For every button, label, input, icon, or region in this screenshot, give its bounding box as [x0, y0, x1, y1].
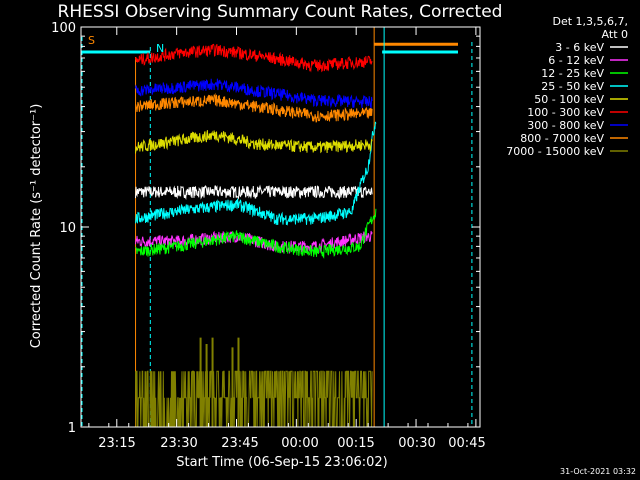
- series-line-8: [135, 92, 373, 123]
- x-tick-label-2330: 23:30: [160, 436, 197, 451]
- series-line-5: [135, 130, 373, 154]
- y-axis-label: Corrected Count Rate (s⁻¹ detector⁻¹): [29, 104, 44, 349]
- legend-label-1: 3 - 6 keV: [555, 41, 604, 54]
- x-tick-label-0030: 00:30: [398, 436, 435, 451]
- footer-stamp: 31-Oct-2021 03:32: [560, 467, 636, 476]
- series-line-7: [135, 78, 373, 109]
- legend-header-attenuator: Att 0: [602, 28, 628, 41]
- series-line-6: [135, 43, 373, 73]
- x-axis-label: Start Time (06-Sep-15 23:06:02): [176, 455, 387, 470]
- x-tick-label-0000: 00:00: [281, 436, 318, 451]
- legend-label-2: 6 - 12 keV: [548, 54, 604, 67]
- x-tick-label-2315: 23:15: [98, 436, 135, 451]
- y-tick-label-100: 100: [51, 21, 76, 36]
- annotation-s: S: [88, 34, 95, 47]
- y-tick-label-1: 1: [68, 421, 76, 436]
- axis-ticks: [81, 27, 480, 428]
- legend-label-3: 12 - 25 keV: [541, 67, 604, 80]
- annotation-n: N: [156, 42, 164, 55]
- y-tick-label-10: 10: [59, 221, 76, 236]
- x-tick-label-0015: 00:15: [337, 436, 374, 451]
- legend-label-8: 800 - 7000 keV: [520, 132, 604, 145]
- chart-marks: [81, 27, 473, 428]
- legend-label-9: 7000 - 15000 keV: [506, 145, 604, 158]
- x-tick-label-2345: 23:45: [221, 436, 258, 451]
- legend-label-6: 100 - 300 keV: [527, 106, 604, 119]
- series-line-3: [135, 208, 377, 259]
- chart-title: RHESSI Observing Summary Count Rates, Co…: [58, 2, 503, 22]
- legend-label-4: 25 - 50 keV: [541, 80, 604, 93]
- series-line-1: [135, 184, 373, 200]
- series-line-4: [135, 121, 377, 226]
- x-tick-label-0045: 00:45: [448, 436, 485, 451]
- legend-label-7: 300 - 800 keV: [527, 119, 604, 132]
- legend-label-5: 50 - 100 keV: [534, 93, 604, 106]
- legend-header-detectors: Det 1,3,5,6,7,: [552, 15, 628, 28]
